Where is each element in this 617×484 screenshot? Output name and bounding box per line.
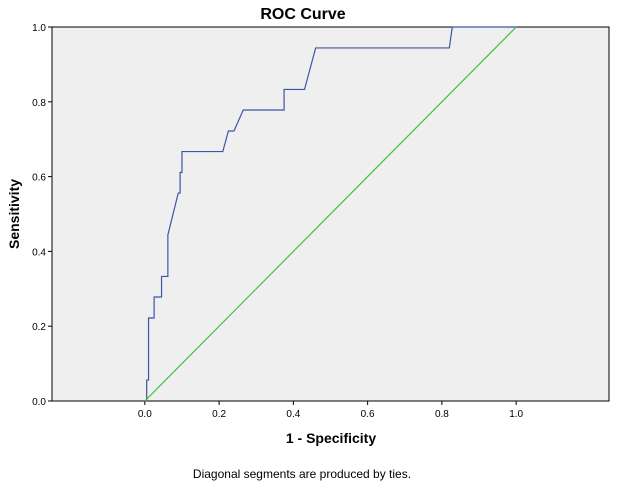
y-tick-label: 0.4 bbox=[32, 247, 46, 258]
reference-line bbox=[144, 26, 517, 402]
x-tick-label: 1.0 bbox=[509, 409, 523, 420]
x-tick-label: 0.8 bbox=[435, 409, 449, 420]
y-tick-label: 0.8 bbox=[32, 98, 46, 109]
x-tick-label: 0.4 bbox=[286, 409, 300, 420]
series-lines bbox=[144, 26, 517, 402]
y-tick-label: 0.2 bbox=[32, 322, 46, 333]
x-tick-label: 0.2 bbox=[212, 409, 226, 420]
x-axis-label: 1 - Specificity bbox=[286, 430, 376, 446]
roc-curve-line bbox=[144, 26, 517, 402]
x-tick-label: 0.0 bbox=[138, 409, 152, 420]
y-tick-label: 0.6 bbox=[32, 173, 46, 184]
y-tick-label: 1.0 bbox=[32, 23, 46, 34]
y-tick-label: 0.0 bbox=[32, 397, 46, 408]
y-axis-label: Sensitivity bbox=[6, 179, 22, 249]
x-tick-label: 0.6 bbox=[361, 409, 375, 420]
chart-footnote: Diagonal segments are produced by ties. bbox=[193, 467, 411, 481]
axis-ticks: 0.0 0.2 0.4 0.6 0.8 1.0 0.0 0.2 0.4 0.6 0.8 1.0 bbox=[32, 23, 523, 420]
chart-title: ROC Curve bbox=[260, 6, 345, 23]
